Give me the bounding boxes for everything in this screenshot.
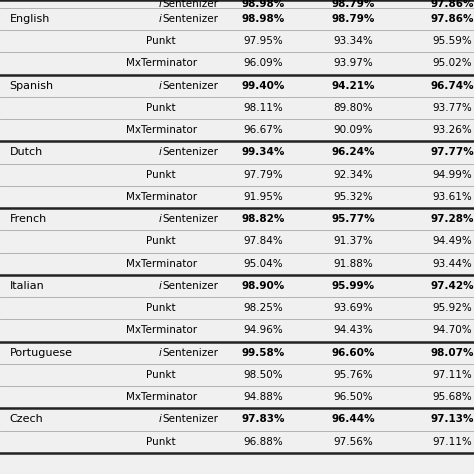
- Text: Czech: Czech: [9, 414, 43, 425]
- Text: MxTerminator: MxTerminator: [126, 125, 197, 135]
- Text: Sentenizer: Sentenizer: [163, 281, 219, 291]
- Text: Italian: Italian: [9, 281, 44, 291]
- Text: 96.50%: 96.50%: [333, 392, 373, 402]
- Text: i: i: [158, 348, 161, 358]
- Text: 95.77%: 95.77%: [331, 214, 375, 224]
- Text: 97.56%: 97.56%: [333, 437, 373, 447]
- Text: 97.11%: 97.11%: [433, 437, 473, 447]
- Text: 99.58%: 99.58%: [241, 348, 285, 358]
- Text: 97.79%: 97.79%: [243, 170, 283, 180]
- Text: i: i: [158, 81, 161, 91]
- Text: Spanish: Spanish: [9, 81, 54, 91]
- Text: Sentenizer: Sentenizer: [163, 81, 219, 91]
- Text: Punkt: Punkt: [146, 303, 176, 313]
- Text: MxTerminator: MxTerminator: [126, 326, 197, 336]
- Text: 95.32%: 95.32%: [333, 192, 373, 202]
- Text: 98.11%: 98.11%: [243, 103, 283, 113]
- Text: 97.86%: 97.86%: [431, 0, 474, 9]
- Text: 95.99%: 95.99%: [332, 281, 374, 291]
- Text: Punkt: Punkt: [146, 170, 176, 180]
- Text: 92.34%: 92.34%: [333, 170, 373, 180]
- Text: Dutch: Dutch: [9, 147, 43, 157]
- Text: 94.88%: 94.88%: [243, 392, 283, 402]
- Text: 98.79%: 98.79%: [331, 0, 375, 9]
- Text: 93.69%: 93.69%: [333, 303, 373, 313]
- Text: Sentenizer: Sentenizer: [163, 414, 219, 425]
- Text: 89.80%: 89.80%: [333, 103, 373, 113]
- Text: i: i: [158, 414, 161, 425]
- Text: Sentenizer: Sentenizer: [163, 348, 219, 358]
- Text: 96.24%: 96.24%: [331, 147, 375, 157]
- Text: 95.04%: 95.04%: [243, 259, 283, 269]
- Text: MxTerminator: MxTerminator: [126, 392, 197, 402]
- Text: Punkt: Punkt: [146, 370, 176, 380]
- Text: English: English: [9, 14, 50, 24]
- Text: 96.88%: 96.88%: [243, 437, 283, 447]
- Text: 97.42%: 97.42%: [431, 281, 474, 291]
- Text: 96.60%: 96.60%: [331, 348, 375, 358]
- Text: MxTerminator: MxTerminator: [126, 58, 197, 68]
- Text: 94.96%: 94.96%: [243, 326, 283, 336]
- Text: 97.83%: 97.83%: [241, 414, 285, 425]
- Text: Sentenizer: Sentenizer: [163, 14, 219, 24]
- Text: 98.98%: 98.98%: [241, 0, 285, 9]
- Text: Punkt: Punkt: [146, 36, 176, 46]
- Text: MxTerminator: MxTerminator: [126, 192, 197, 202]
- Text: 94.43%: 94.43%: [333, 326, 373, 336]
- Text: 91.95%: 91.95%: [243, 192, 283, 202]
- Text: 98.79%: 98.79%: [331, 14, 375, 24]
- Text: 98.90%: 98.90%: [241, 281, 285, 291]
- Text: 94.21%: 94.21%: [331, 81, 375, 91]
- Text: i: i: [158, 281, 161, 291]
- Text: 97.77%: 97.77%: [431, 147, 474, 157]
- Text: 97.13%: 97.13%: [431, 414, 474, 425]
- Text: Sentenizer: Sentenizer: [163, 214, 219, 224]
- Text: 93.26%: 93.26%: [433, 125, 473, 135]
- Text: 91.88%: 91.88%: [333, 259, 373, 269]
- Text: 93.44%: 93.44%: [433, 259, 473, 269]
- Text: 97.11%: 97.11%: [433, 370, 473, 380]
- Text: 91.37%: 91.37%: [333, 237, 373, 246]
- Text: Portuguese: Portuguese: [9, 348, 73, 358]
- Text: 95.02%: 95.02%: [433, 58, 473, 68]
- Text: 95.76%: 95.76%: [333, 370, 373, 380]
- Text: i: i: [158, 14, 161, 24]
- Text: 96.67%: 96.67%: [243, 125, 283, 135]
- Text: Sentenizer: Sentenizer: [163, 0, 219, 9]
- Text: 94.70%: 94.70%: [433, 326, 473, 336]
- Text: i: i: [158, 0, 161, 9]
- Text: 93.97%: 93.97%: [333, 58, 373, 68]
- Text: 98.98%: 98.98%: [241, 14, 285, 24]
- Text: French: French: [9, 214, 47, 224]
- Text: 95.59%: 95.59%: [433, 36, 473, 46]
- Text: i: i: [158, 214, 161, 224]
- Text: Punkt: Punkt: [146, 437, 176, 447]
- Text: 98.07%: 98.07%: [431, 348, 474, 358]
- Text: 94.49%: 94.49%: [433, 237, 473, 246]
- Text: 93.34%: 93.34%: [333, 36, 373, 46]
- Text: 96.74%: 96.74%: [431, 81, 474, 91]
- Text: Punkt: Punkt: [146, 103, 176, 113]
- Text: 93.61%: 93.61%: [433, 192, 473, 202]
- Text: 96.09%: 96.09%: [243, 58, 283, 68]
- Text: 95.92%: 95.92%: [433, 303, 473, 313]
- Text: 99.40%: 99.40%: [241, 81, 285, 91]
- Text: MxTerminator: MxTerminator: [126, 259, 197, 269]
- Text: 97.28%: 97.28%: [431, 214, 474, 224]
- Text: 97.84%: 97.84%: [243, 237, 283, 246]
- Text: 98.50%: 98.50%: [243, 370, 283, 380]
- Text: 93.77%: 93.77%: [433, 103, 473, 113]
- Text: 98.25%: 98.25%: [243, 303, 283, 313]
- Text: 96.44%: 96.44%: [331, 414, 375, 425]
- Text: 98.82%: 98.82%: [241, 214, 285, 224]
- Text: 95.68%: 95.68%: [433, 392, 473, 402]
- Text: 94.99%: 94.99%: [433, 170, 473, 180]
- Text: 97.95%: 97.95%: [243, 36, 283, 46]
- Text: Punkt: Punkt: [146, 237, 176, 246]
- Text: i: i: [158, 147, 161, 157]
- Text: Sentenizer: Sentenizer: [163, 147, 219, 157]
- Text: 99.34%: 99.34%: [241, 147, 285, 157]
- Text: 90.09%: 90.09%: [333, 125, 373, 135]
- Text: 97.86%: 97.86%: [431, 14, 474, 24]
